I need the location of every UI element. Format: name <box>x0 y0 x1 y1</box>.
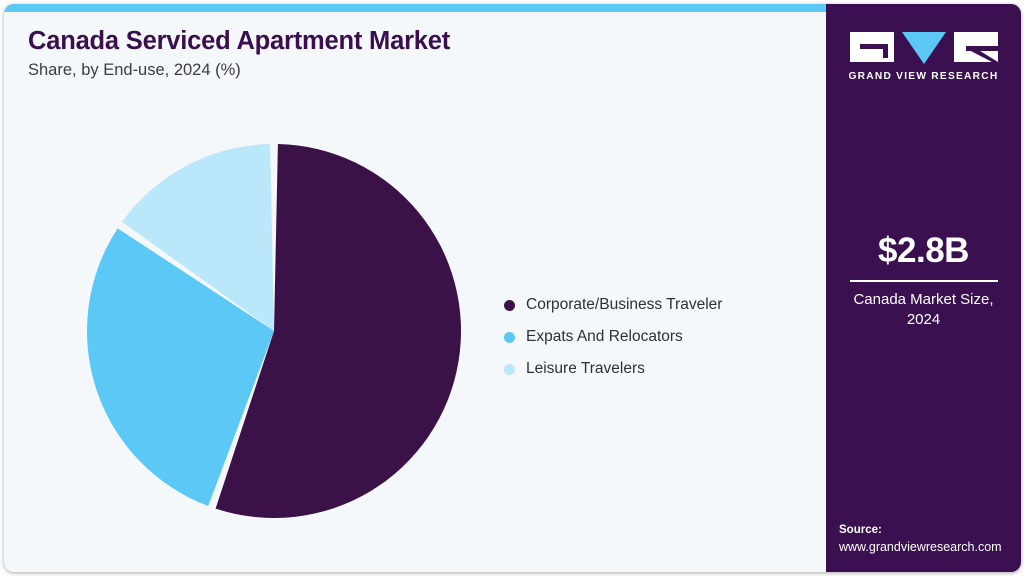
chart-area: Corporate/Business Traveler Expats And R… <box>4 104 822 572</box>
market-size-value: $2.8B <box>878 231 969 270</box>
pie-slice-expats-and-relocators[interactable] <box>86 228 274 507</box>
brand-wordmark: GRAND VIEW RESEARCH <box>848 71 999 82</box>
pie-chart <box>86 144 462 518</box>
legend-item-label: Corporate/Business Traveler <box>526 296 723 314</box>
pie-slice-leisure-travelers[interactable] <box>122 144 274 331</box>
legend-item-label: Leisure Travelers <box>526 360 645 378</box>
legend-swatch-icon <box>504 363 515 375</box>
legend-item-expats-and-relocators[interactable]: Expats And Relocators <box>504 321 804 353</box>
market-size-caption: Canada Market Size, 2024 <box>853 290 994 329</box>
side-panel: GRAND VIEW RESEARCH $2.8B Canada Market … <box>826 4 1021 572</box>
infographic-card: Canada Serviced Apartment Market Share, … <box>4 4 1021 572</box>
chart-legend: Corporate/Business Traveler Expats And R… <box>504 289 804 385</box>
pie-slice-corporate-business-traveler[interactable] <box>215 144 462 518</box>
pie-slice-group <box>86 144 462 518</box>
legend-item-label: Expats And Relocators <box>526 328 683 346</box>
source-block: Source: www.grandviewresearch.com <box>839 522 1021 556</box>
market-size-block: $2.8B Canada Market Size, 2024 <box>826 231 1021 331</box>
legend-item-corporate-business-traveler[interactable]: Corporate/Business Traveler <box>504 289 804 321</box>
divider <box>849 279 998 282</box>
header: Canada Serviced Apartment Market Share, … <box>28 26 788 81</box>
source-url[interactable]: www.grandviewresearch.com <box>839 540 1002 555</box>
page-title: Canada Serviced Apartment Market <box>28 27 451 55</box>
brand-logo: GRAND VIEW RESEARCH <box>826 30 1021 82</box>
gvr-logo-icon <box>849 32 998 64</box>
legend-item-leisure-travelers[interactable]: Leisure Travelers <box>504 353 804 385</box>
legend-swatch-icon <box>504 331 515 343</box>
top-accent-bar <box>4 4 1021 12</box>
source-label: Source: <box>839 524 882 537</box>
page-subtitle: Share, by End-use, 2024 (%) <box>28 61 241 80</box>
legend-swatch-icon <box>504 299 515 311</box>
